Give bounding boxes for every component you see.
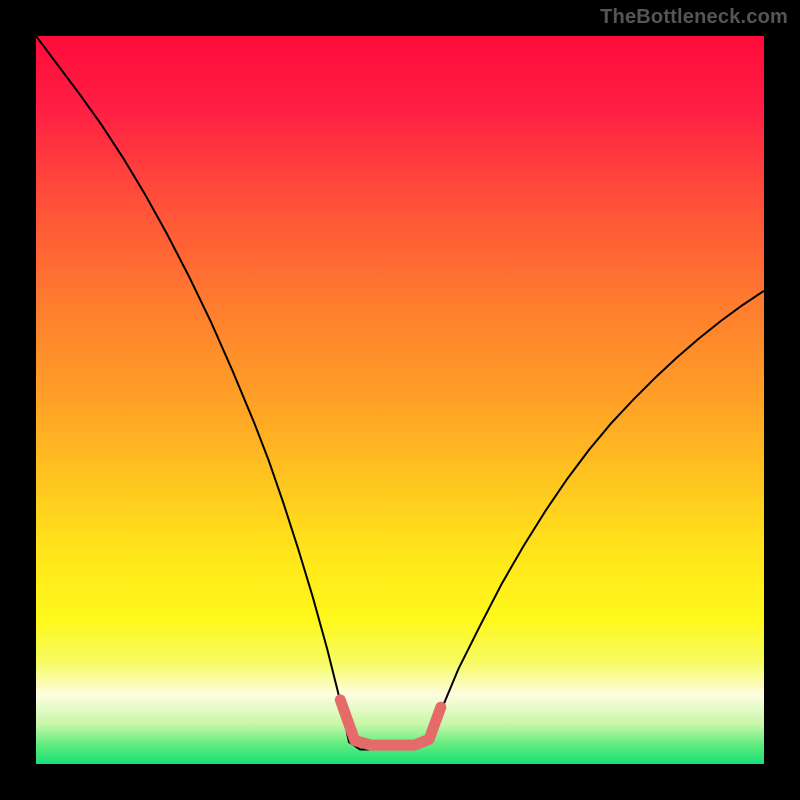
chart-frame: TheBottleneck.com <box>0 0 800 800</box>
plot-area <box>36 36 764 764</box>
bottleneck-curve-chart <box>36 36 764 764</box>
source-watermark: TheBottleneck.com <box>600 6 788 29</box>
gradient-background <box>36 36 764 764</box>
